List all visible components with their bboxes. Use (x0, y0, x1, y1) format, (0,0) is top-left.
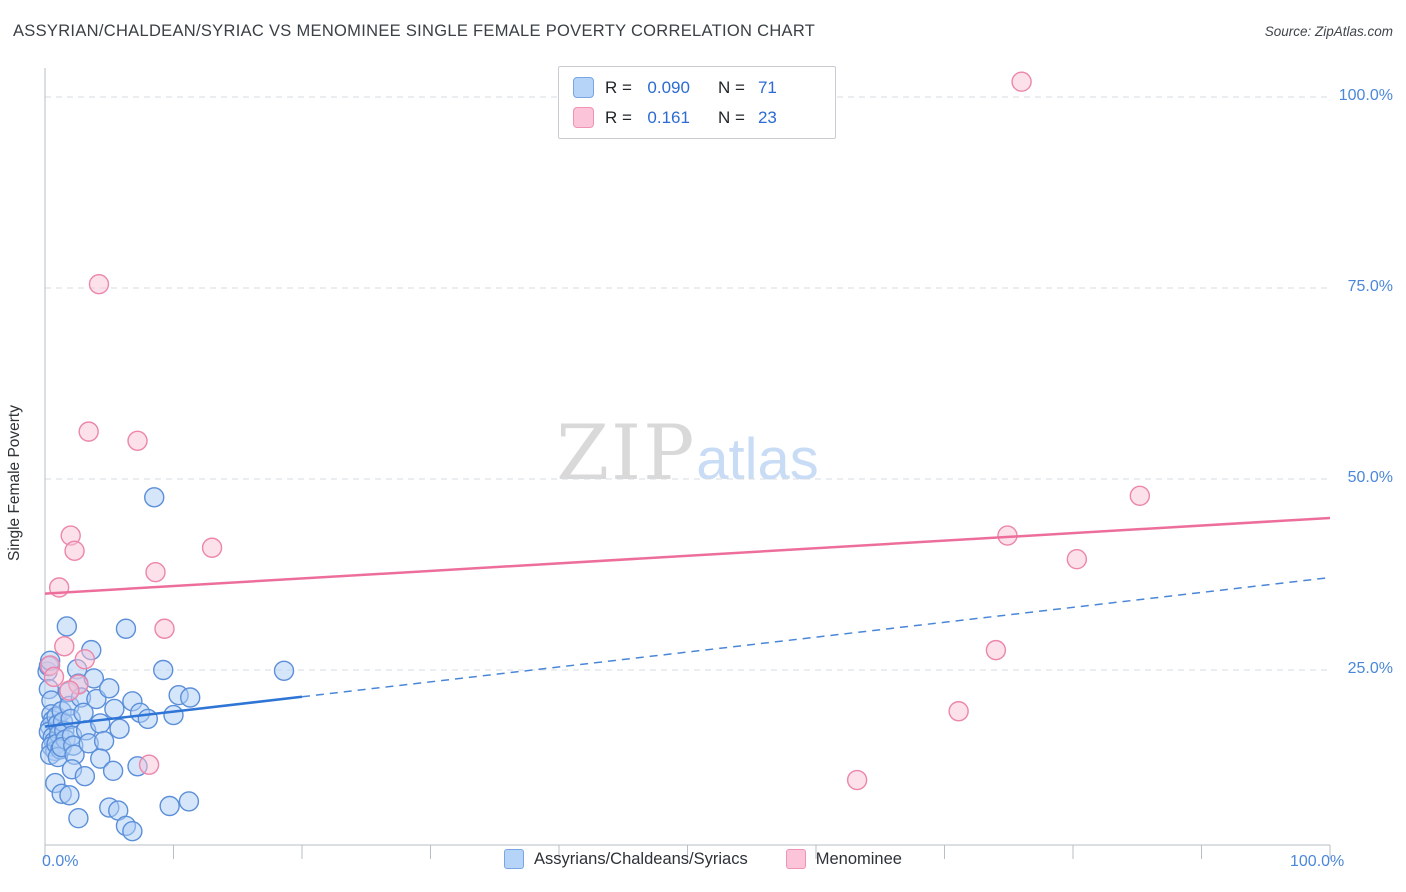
watermark-atlas: atlas (696, 427, 819, 492)
n-value: 23 (757, 107, 777, 127)
legend-label: Menominee (815, 849, 902, 868)
watermark-zip: ZIP (556, 408, 697, 497)
n-label: N = (717, 107, 745, 127)
y-tick-label-25: 25.0% (1347, 660, 1393, 677)
r-label: R = (605, 77, 632, 97)
y-axis-title: Single Female Poverty (6, 405, 23, 561)
y-tick-label-50: 50.0% (1347, 469, 1393, 486)
r-label: R = (605, 107, 632, 127)
x-tick-label-max: 100.0% (1290, 853, 1345, 870)
legend-item-menominee: Menominee (785, 849, 902, 869)
bottom-legend: Assyrians/Chaldeans/Syriacs Menominee (0, 849, 1406, 869)
pink-series-swatch (573, 107, 594, 128)
y-tick-label-100: 100.0% (1338, 87, 1393, 104)
pink-legend-swatch (785, 849, 806, 869)
r-value: 0.161 (647, 107, 690, 127)
y-tick-label-75: 75.0% (1347, 278, 1393, 295)
legend-row-assyrian: R = 0.090 N = 71 (573, 77, 821, 98)
r-value: 0.090 (647, 77, 690, 97)
n-label: N = (717, 77, 745, 97)
legend-row-menominee: R = 0.161 N = 23 (573, 107, 821, 128)
page-title: ASSYRIAN/CHALDEAN/SYRIAC VS MENOMINEE SI… (13, 22, 816, 40)
blue-legend-swatch (504, 849, 525, 869)
source-attribution[interactable]: Source: ZipAtlas.com (1264, 24, 1393, 39)
correlation-legend: R = 0.090 N = 71 R = 0.161 N = 23 (558, 66, 836, 139)
blue-series-swatch (573, 77, 594, 98)
zipatlas-watermark: ZIPatlas (45, 408, 1330, 497)
legend-label: Assyrians/Chaldeans/Syriacs (534, 849, 748, 868)
x-tick-label-min: 0.0% (42, 853, 79, 870)
legend-item-assyrian: Assyrians/Chaldeans/Syriacs (504, 849, 748, 869)
n-value: 71 (757, 77, 777, 97)
